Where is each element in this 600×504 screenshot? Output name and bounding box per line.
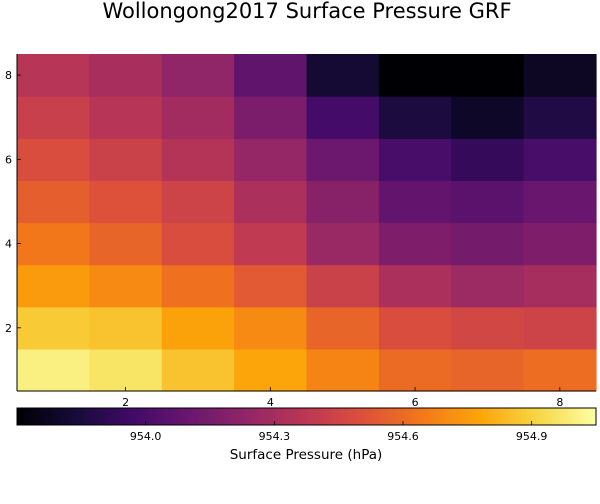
colorbar-tick-label: 954.6	[387, 430, 419, 443]
heatmap-cell-8-3	[523, 264, 597, 308]
heatmap-cell-5-4	[306, 222, 380, 266]
heatmap-cell-6-2	[378, 306, 452, 350]
colorbar-ticks: 954.0 954.3 954.6 954.9	[130, 421, 548, 443]
heatmap-cell-5-7	[306, 96, 380, 139]
heatmap-cell-2-6	[89, 138, 163, 181]
colorbar-tick-label: 954.9	[516, 430, 548, 443]
chart-title: Wollongong2017 Surface Pressure GRF	[102, 0, 511, 23]
x-tick-label: 2	[122, 396, 129, 409]
heatmap-cell-7-2	[451, 306, 525, 350]
heatmap-cell-5-5	[306, 180, 380, 224]
heatmap-cell-1-2	[17, 306, 90, 350]
heatmap-cell-7-8	[451, 54, 525, 97]
heatmap-cell-3-6	[161, 138, 235, 181]
y-axis-ticks: 2 4 6 8	[5, 69, 21, 335]
heatmap-cell-3-3	[161, 264, 235, 308]
y-tick-label: 8	[5, 69, 12, 82]
heatmap-cell-4-7	[234, 96, 308, 139]
heatmap-cells	[17, 54, 597, 392]
y-tick-label: 2	[5, 322, 12, 335]
heatmap-cell-1-1	[17, 348, 90, 392]
heatmap-cell-2-4	[89, 222, 163, 266]
heatmap-cell-2-5	[89, 180, 163, 224]
heatmap-cell-4-6	[234, 138, 308, 181]
plot-axes	[16, 54, 596, 392]
heatmap-cell-7-6	[451, 138, 525, 181]
heatmap-cell-4-3	[234, 264, 308, 308]
heatmap-cell-1-4	[17, 222, 90, 266]
x-tick-label: 4	[267, 396, 274, 409]
heatmap-cell-5-8	[306, 54, 380, 97]
heatmap-cell-5-6	[306, 138, 380, 181]
heatmap-cell-6-4	[378, 222, 452, 266]
heatmap-cell-5-1	[306, 348, 380, 392]
y-tick-label: 6	[5, 153, 12, 166]
heatmap-cell-3-8	[161, 54, 235, 97]
heatmap-cell-3-4	[161, 222, 235, 266]
heatmap-cell-1-7	[17, 96, 90, 139]
x-tick-label: 8	[556, 396, 563, 409]
heatmap-cell-2-8	[89, 54, 163, 97]
heatmap-cell-3-7	[161, 96, 235, 139]
heatmap-cell-8-6	[523, 138, 597, 181]
heatmap-cell-8-8	[523, 54, 597, 97]
heatmap-cell-2-2	[89, 306, 163, 350]
heatmap-cell-1-6	[17, 138, 90, 181]
heatmap-cell-6-8	[378, 54, 452, 97]
heatmap-cell-2-1	[89, 348, 163, 392]
heatmap-cell-4-4	[234, 222, 308, 266]
heatmap-cell-7-1	[451, 348, 525, 392]
y-tick-label: 4	[5, 238, 12, 251]
heatmap-cell-3-5	[161, 180, 235, 224]
heatmap-cell-1-8	[17, 54, 90, 97]
heatmap-cell-3-1	[161, 348, 235, 392]
heatmap-cell-6-1	[378, 348, 452, 392]
colorbar-tick-label: 954.3	[259, 430, 291, 443]
heatmap-cell-6-3	[378, 264, 452, 308]
heatmap-cell-7-3	[451, 264, 525, 308]
heatmap-cell-8-7	[523, 96, 597, 139]
heatmap-cell-8-4	[523, 222, 597, 266]
heatmap-cell-8-5	[523, 180, 597, 224]
colorbar-tick-label: 954.0	[130, 430, 162, 443]
heatmap-cell-2-7	[89, 96, 163, 139]
heatmap-cell-6-6	[378, 138, 452, 181]
heatmap-cell-8-2	[523, 306, 597, 350]
heatmap-cell-7-7	[451, 96, 525, 139]
colorbar	[16, 407, 597, 426]
heatmap-cell-4-8	[234, 54, 308, 97]
heatmap-cell-4-5	[234, 180, 308, 224]
heatmap-cell-4-2	[234, 306, 308, 350]
x-tick-label: 6	[412, 396, 419, 409]
heatmap-cell-7-4	[451, 222, 525, 266]
heatmap-cell-5-3	[306, 264, 380, 308]
heatmap-cell-3-2	[161, 306, 235, 350]
colorbar-label: Surface Pressure (hPa)	[230, 447, 383, 463]
heatmap-cell-1-5	[17, 180, 90, 224]
x-axis-ticks: 2 4 6 8	[122, 387, 563, 409]
heatmap-cell-6-5	[378, 180, 452, 224]
heatmap-cell-8-1	[523, 348, 597, 392]
heatmap-cell-1-3	[17, 264, 90, 308]
heatmap-cell-2-3	[89, 264, 163, 308]
heatmap-cell-5-2	[306, 306, 380, 350]
heatmap-cell-4-1	[234, 348, 308, 392]
heatmap-cell-6-7	[378, 96, 452, 139]
heatmap-cell-7-5	[451, 180, 525, 224]
